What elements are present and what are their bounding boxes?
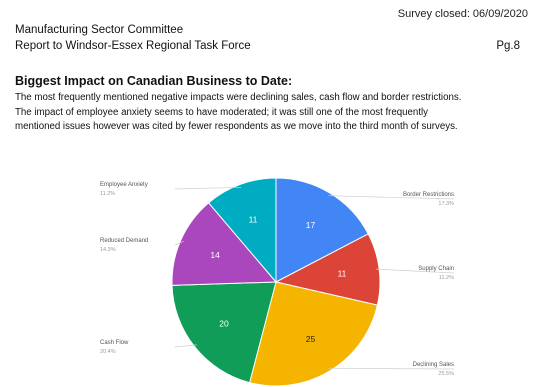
slice-value-label: 20 — [219, 319, 229, 329]
slice-name-label: Cash Flow — [100, 340, 129, 346]
slice-percent-label: 25.5% — [438, 371, 454, 377]
slice-name-label: Reduced Demand — [100, 238, 148, 244]
page-number: Pg.8 — [496, 40, 520, 52]
report-recipient: Report to Windsor-Essex Regional Task Fo… — [15, 40, 251, 52]
leader-line — [174, 344, 198, 348]
slice-percent-label: 20.4% — [100, 349, 116, 355]
slice-value-label: 11 — [338, 269, 347, 279]
pie-slice-border-restrictions — [275, 177, 369, 283]
leader-line — [174, 186, 242, 190]
leader-line — [328, 367, 455, 370]
pie-slice-reduced-demand — [171, 202, 278, 286]
leader-line — [328, 195, 455, 200]
slice-name-label: Border Restrictions — [403, 192, 454, 198]
slice-percent-label: 14.3% — [100, 247, 116, 253]
slice-name-label: Employee Anxiety — [100, 182, 148, 188]
slice-value-label: 14 — [210, 250, 220, 260]
survey-closed-date: Survey closed: 06/09/2020 — [397, 8, 528, 20]
paragraph-line: The most frequently mentioned negative i… — [15, 92, 462, 103]
section-paragraph: The most frequently mentioned negative i… — [15, 91, 535, 135]
leader-line — [376, 268, 455, 274]
pie-slice-cash-flow — [171, 281, 277, 384]
paragraph-line: mentioned issues however was cited by fe… — [15, 121, 458, 132]
paragraph-line: The impact of employee anxiety seems to … — [15, 106, 429, 118]
section-heading: Biggest Impact on Canadian Business to D… — [15, 74, 293, 88]
slice-name-label: Declining Sales — [413, 362, 454, 368]
pie-slice-employee-anxiety — [207, 177, 277, 284]
committee-name: Manufacturing Sector Committee — [15, 24, 184, 36]
slice-value-label: 11 — [249, 215, 258, 225]
pie-slice-declining-sales — [249, 281, 378, 387]
slice-percent-label: 11.2% — [100, 191, 115, 197]
slice-value-label: 25 — [306, 334, 316, 344]
slice-value-label: 17 — [306, 220, 316, 230]
pie-slice-supply-chain — [274, 233, 381, 306]
slice-percent-label: 17.3% — [438, 201, 454, 207]
leader-line — [174, 240, 184, 246]
slice-name-label: Supply Chain — [418, 266, 454, 272]
slice-percent-label: 11.2% — [439, 275, 454, 281]
